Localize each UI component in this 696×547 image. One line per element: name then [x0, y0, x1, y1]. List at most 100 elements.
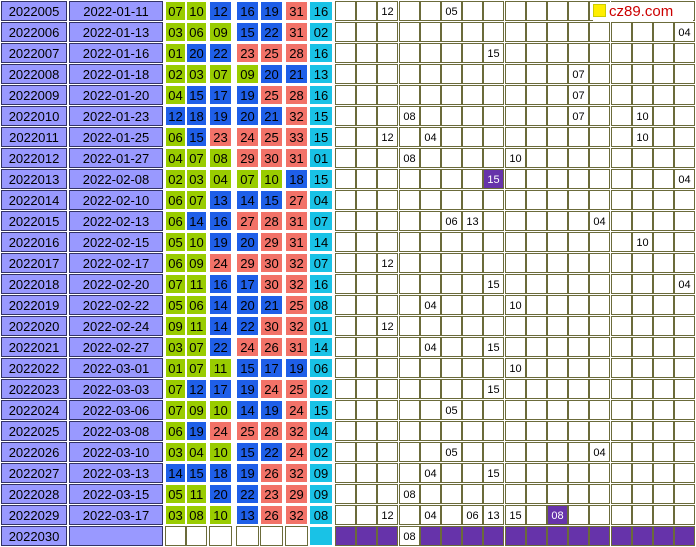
red-ball: 24 — [236, 337, 259, 357]
trend-cell — [611, 316, 632, 336]
trend-cell — [547, 127, 568, 147]
trend-cell: 04 — [420, 127, 441, 147]
trend-cell — [526, 316, 547, 336]
issue-number: 2022005 — [1, 1, 67, 21]
trend-cell — [632, 295, 653, 315]
trend-cell — [589, 253, 610, 273]
trend-cell — [483, 190, 504, 210]
trend-cell — [356, 85, 377, 105]
blue-ball: 15 — [309, 400, 333, 420]
draw-date: 2022-02-27 — [69, 337, 163, 357]
trend-cell — [505, 22, 526, 42]
trend-cell — [568, 526, 589, 546]
red-ball: 14 — [186, 211, 207, 231]
table-row: 2022021 2022-02-27 03 07 22 24 26 31 14 04 15 — [0, 337, 696, 358]
red-ball: 32 — [285, 505, 308, 525]
red-ball: 06 — [186, 22, 207, 42]
trend-cell — [611, 484, 632, 504]
trend-cell — [547, 106, 568, 126]
table-row: 2022029 2022-03-17 03 08 10 13 26 32 08 12 04 06 13 1… — [0, 505, 696, 526]
trend-cell — [377, 64, 398, 84]
issue-number: 2022024 — [1, 400, 67, 420]
red-ball: 12 — [186, 379, 207, 399]
trend-cell — [356, 64, 377, 84]
logo-square-icon — [593, 4, 606, 17]
red-ball: 20 — [186, 43, 207, 63]
trend-cell — [356, 421, 377, 441]
trend-cell — [653, 169, 674, 189]
trend-cell — [335, 64, 356, 84]
red-ball: 19 — [285, 358, 308, 378]
trend-cell — [420, 232, 441, 252]
trend-cell — [505, 127, 526, 147]
trend-cell — [377, 211, 398, 231]
trend-cell — [377, 463, 398, 483]
trend-cell — [632, 463, 653, 483]
red-ball: 07 — [186, 148, 207, 168]
red-ball: 25 — [285, 295, 308, 315]
trend-cell — [335, 505, 356, 525]
trend-cell — [674, 400, 695, 420]
trend-cell: 04 — [420, 337, 441, 357]
trend-cell: 04 — [674, 22, 695, 42]
trend-cell — [399, 211, 420, 231]
trend-cell: 05 — [441, 400, 462, 420]
table-row: 2022010 2022-01-23 12 18 19 20 21 32 15 08 07 10 — [0, 106, 696, 127]
trend-cell — [483, 127, 504, 147]
trend-cell: 06 — [462, 505, 483, 525]
trend-cell — [505, 64, 526, 84]
trend-cell — [420, 64, 441, 84]
trend-cell — [674, 148, 695, 168]
draw-date: 2022-01-11 — [69, 1, 163, 21]
red-ball: 17 — [260, 358, 283, 378]
trend-cell — [547, 148, 568, 168]
trend-cell — [356, 463, 377, 483]
red-ball: 14 — [236, 190, 259, 210]
red-ball: 15 — [236, 22, 259, 42]
trend-cell — [441, 64, 462, 84]
trend-cell — [674, 106, 695, 126]
red-ball: 16 — [236, 1, 259, 21]
trend-cell — [356, 358, 377, 378]
draw-date: 2022-02-13 — [69, 211, 163, 231]
trend-cell: 04 — [674, 274, 695, 294]
trend-cell: 12 — [377, 1, 398, 21]
empty-ball-slot — [209, 526, 232, 546]
issue-number: 2022030 — [1, 526, 67, 546]
trend-cell — [441, 463, 462, 483]
trend-cell: 08 — [547, 505, 568, 525]
issue-number: 2022010 — [1, 106, 67, 126]
trend-cell — [526, 253, 547, 273]
table-row: 2022018 2022-02-20 07 11 16 17 30 32 16 15 04 — [0, 274, 696, 295]
trend-cell — [505, 484, 526, 504]
trend-cell: 04 — [674, 169, 695, 189]
trend-cell — [547, 316, 568, 336]
trend-cell — [462, 463, 483, 483]
draw-date: 2022-01-13 — [69, 22, 163, 42]
trend-cell — [483, 316, 504, 336]
trend-cell — [335, 316, 356, 336]
site-logo[interactable]: cz89.com — [593, 2, 693, 22]
table-row: 2022026 2022-03-10 03 04 10 15 22 24 02 05 04 — [0, 442, 696, 463]
red-ball: 25 — [236, 421, 259, 441]
red-ball: 10 — [209, 400, 232, 420]
trend-cell — [547, 526, 568, 546]
red-ball: 22 — [209, 337, 232, 357]
issue-number: 2022007 — [1, 43, 67, 63]
issue-number: 2022027 — [1, 463, 67, 483]
draw-date: 2022-02-15 — [69, 232, 163, 252]
trend-cell — [526, 64, 547, 84]
red-ball: 03 — [186, 169, 207, 189]
trend-cell — [335, 1, 356, 21]
trend-cell — [505, 379, 526, 399]
red-ball: 09 — [186, 253, 207, 273]
draw-date: 2022-01-20 — [69, 85, 163, 105]
trend-cell — [589, 316, 610, 336]
trend-cell — [377, 43, 398, 63]
trend-cell — [526, 379, 547, 399]
red-ball: 29 — [285, 484, 308, 504]
red-ball: 16 — [209, 211, 232, 231]
trend-cell — [462, 337, 483, 357]
trend-cell — [420, 358, 441, 378]
red-ball: 19 — [260, 400, 283, 420]
